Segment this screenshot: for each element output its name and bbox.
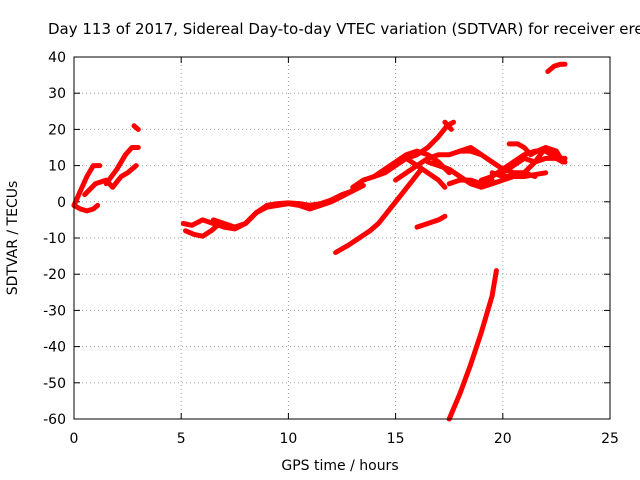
series-trace-7 <box>183 221 223 239</box>
y-tick-label: -50 <box>43 376 66 392</box>
y-tick-label: 40 <box>48 50 66 66</box>
data-series <box>71 61 568 422</box>
y-tick-label: 20 <box>48 122 66 138</box>
x-axis-label: GPS time / hours <box>281 458 398 474</box>
series-trace-5 <box>131 123 141 132</box>
x-tick-label: 0 <box>70 431 79 447</box>
y-tick-label: 0 <box>57 195 66 211</box>
y-tick-label: 10 <box>48 159 66 175</box>
tick-labels: 0 5 10 15 20 25 40 30 20 10 0 -10 -20 -30 -40 -50 -60 <box>43 50 619 447</box>
plot-frame <box>73 56 611 420</box>
x-tick-label: 20 <box>494 431 512 447</box>
series-trace-17 <box>446 177 495 187</box>
y-axis-label: SDTVAR / TECUs <box>5 181 21 296</box>
y-tick-label: -20 <box>43 267 66 283</box>
y-tick-label: -10 <box>43 231 66 247</box>
series-trace-6 <box>180 188 356 232</box>
series-trace-4 <box>103 145 141 187</box>
series-trace-2 <box>71 202 101 214</box>
x-tick-label: 15 <box>387 431 405 447</box>
series-trace-22 <box>506 141 568 165</box>
grid <box>74 57 610 419</box>
series-trace-24 <box>545 61 568 74</box>
series-trace-14 <box>414 213 448 230</box>
series-trace-25 <box>446 268 499 422</box>
y-tick-label: 30 <box>48 86 66 102</box>
y-tick-label: -30 <box>43 303 66 319</box>
x-tick-label: 25 <box>601 431 619 447</box>
series-trace-13 <box>333 166 424 255</box>
x-tick-label: 10 <box>279 431 297 447</box>
series-trace-15 <box>442 119 454 132</box>
series-trace-1 <box>71 163 103 208</box>
series-trace-10 <box>371 148 452 179</box>
y-tick-label: -60 <box>43 412 66 428</box>
series-trace-16 <box>425 159 516 190</box>
chart-title: Day 113 of 2017, Sidereal Day-to-day VTE… <box>48 20 640 38</box>
series-trace-19 <box>489 170 549 179</box>
y-tick-label: -40 <box>43 340 66 356</box>
series-trace-3 <box>82 163 139 198</box>
series-trace-23 <box>521 145 566 176</box>
x-tick-label: 5 <box>177 431 186 447</box>
series-trace-12 <box>403 155 448 190</box>
series-trace-8 <box>210 183 366 230</box>
